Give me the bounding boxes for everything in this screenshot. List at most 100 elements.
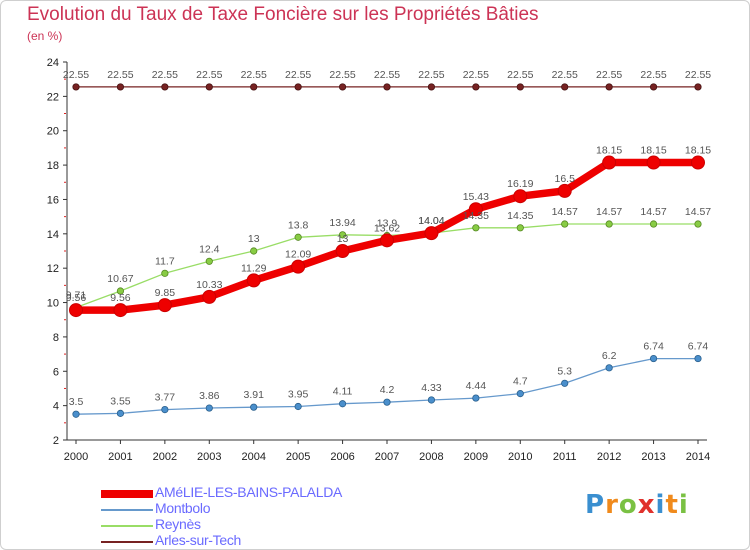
data-label: 4.7	[513, 376, 528, 388]
x-tick-label: 2004	[241, 451, 265, 463]
data-label: 22.55	[285, 69, 311, 81]
data-label: 22.55	[374, 69, 400, 81]
data-point	[380, 233, 394, 248]
data-point	[294, 83, 302, 91]
data-label: 12.4	[199, 243, 220, 255]
data-point	[691, 155, 705, 170]
data-label: 22.55	[640, 69, 666, 81]
data-label: 14.35	[507, 210, 533, 222]
data-point	[472, 83, 480, 91]
y-tick-label: 20	[47, 126, 59, 138]
data-point	[649, 354, 658, 363]
data-point	[294, 233, 302, 241]
y-tick-label: 22	[47, 91, 59, 103]
data-point	[246, 273, 261, 288]
y-tick-label: 2	[53, 435, 59, 447]
data-label: 11.29	[241, 262, 267, 274]
data-point	[516, 224, 524, 232]
data-point	[116, 409, 125, 417]
data-label: 22.55	[107, 69, 133, 81]
logo-letter: r	[605, 490, 619, 520]
legend-label: AMéLIE-LES-BAINS-PALALDA	[155, 484, 343, 500]
logo-letter: i	[678, 490, 689, 520]
x-tick-label: 2008	[419, 451, 443, 463]
data-label: 12.09	[285, 249, 311, 261]
data-point	[383, 83, 391, 91]
data-label: 3.5	[69, 396, 84, 408]
data-label: 22.55	[196, 69, 222, 81]
data-point	[250, 403, 258, 411]
x-tick-label: 2002	[153, 451, 177, 463]
data-label: 5.3	[557, 365, 572, 377]
data-point	[427, 396, 436, 404]
data-label: 22.55	[63, 69, 89, 81]
y-tick-label: 18	[47, 160, 59, 172]
data-label: 22.55	[152, 69, 178, 81]
x-tick-label: 2009	[464, 451, 488, 463]
data-point	[646, 155, 661, 170]
data-point	[694, 83, 702, 91]
data-label: 13.94	[329, 217, 355, 229]
x-tick-label: 2003	[197, 451, 221, 463]
data-label: 13.9	[377, 218, 398, 230]
data-label: 22.55	[685, 69, 711, 81]
data-label: 4.2	[380, 384, 395, 396]
data-point	[338, 400, 347, 408]
legend-swatch	[101, 541, 153, 543]
data-label: 4.11	[333, 386, 353, 398]
x-tick-label: 2006	[330, 451, 354, 463]
y-tick-label: 10	[47, 298, 59, 310]
x-tick-label: 2000	[64, 451, 88, 463]
data-point	[116, 287, 125, 295]
data-label: 14.04	[418, 215, 444, 227]
data-labels-series-1: 9.56 9.56 9.85 10.33 11.29 12.09 13 13.62 14.04 1…	[66, 145, 712, 305]
legend-label: Montbolo	[155, 500, 211, 516]
proxiti-logo: Proxiti	[585, 490, 689, 520]
data-point	[338, 83, 347, 91]
data-point	[468, 202, 483, 217]
x-tick-label: 2010	[508, 451, 532, 463]
y-tick-label: 8	[53, 332, 59, 344]
data-label: 9.56	[110, 292, 131, 304]
data-point	[250, 247, 258, 255]
series-2	[72, 354, 702, 418]
y-tick-label: 14	[47, 229, 59, 241]
data-label: 16.5	[554, 173, 575, 185]
x-tick-label: 2007	[375, 451, 399, 463]
data-point	[516, 83, 524, 91]
data-label: 13	[248, 233, 260, 245]
data-label: 11.7	[155, 255, 175, 267]
data-point	[472, 224, 480, 232]
data-point	[72, 410, 80, 418]
data-label: 3.86	[199, 390, 220, 402]
x-tick-label: 2014	[686, 451, 710, 463]
data-point	[291, 259, 306, 274]
data-labels-series-4: 22.55 22.55 22.55 22.55 22.55 22.55 22.55 22.55…	[63, 69, 711, 81]
data-point	[338, 231, 347, 239]
x-tick-label: 2001	[108, 451, 132, 463]
data-point	[649, 220, 658, 228]
data-point	[424, 226, 439, 241]
legend-swatch	[101, 509, 153, 511]
data-point	[472, 394, 480, 402]
data-label: 14.04	[418, 215, 444, 227]
data-label: 4.44	[466, 380, 487, 392]
data-label: 18.15	[640, 145, 666, 157]
data-point	[205, 257, 213, 265]
data-point	[602, 155, 617, 170]
data-point	[202, 289, 217, 304]
data-point	[161, 83, 169, 91]
data-label: 13.8	[288, 219, 309, 231]
data-label: 3.55	[110, 395, 131, 407]
x-tick-label: 2013	[641, 451, 665, 463]
data-point	[250, 83, 258, 91]
data-point	[694, 220, 702, 228]
series-1	[69, 155, 705, 318]
data-point	[427, 83, 436, 91]
logo-letter: x	[637, 490, 656, 520]
data-label: 9.56	[66, 292, 87, 304]
data-point	[335, 244, 350, 258]
data-point	[205, 83, 213, 91]
data-label: 9.71	[66, 290, 87, 302]
